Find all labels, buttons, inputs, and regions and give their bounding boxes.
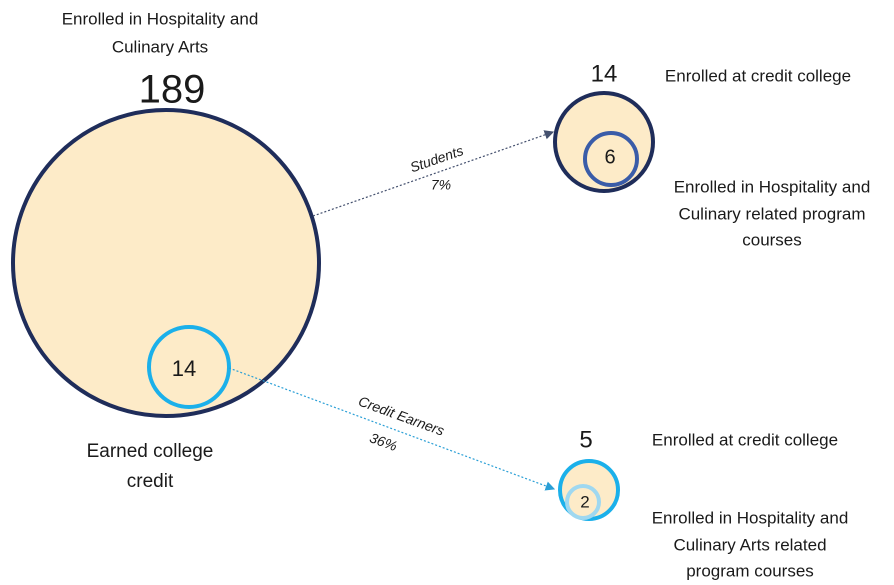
inner-circle	[565, 484, 601, 520]
inner-count: 6	[604, 146, 615, 168]
inner-label: program courses	[686, 561, 814, 580]
inner-label: Culinary Arts related	[673, 535, 826, 554]
target-label: Enrolled at credit college	[665, 66, 851, 85]
main-label: Culinary Arts	[112, 37, 208, 56]
arrow	[228, 367, 556, 491]
target-label: Enrolled at credit college	[652, 430, 838, 449]
main-circle	[11, 108, 321, 418]
inner-label: Culinary related program	[678, 204, 865, 223]
main-count: 189	[139, 68, 206, 112]
arrow	[312, 130, 555, 217]
inner-count: 2	[580, 492, 589, 511]
flow-percent: 7%	[431, 177, 451, 193]
target-count: 5	[579, 426, 592, 453]
subset-label: credit	[127, 471, 174, 492]
target-count: 14	[591, 60, 618, 87]
subset-label: Earned college	[87, 441, 214, 462]
inner-label: courses	[742, 230, 802, 249]
subset-count: 14	[172, 356, 196, 381]
flow-percent: 36%	[368, 429, 400, 454]
inner-label: Enrolled in Hospitality and	[674, 177, 871, 196]
flow-label: Students	[408, 142, 465, 175]
inner-label: Enrolled in Hospitality and	[652, 508, 849, 527]
main-label: Enrolled in Hospitality and	[62, 9, 259, 28]
flow-label: Credit Earners	[356, 393, 446, 439]
subset-circle	[147, 325, 231, 409]
inner-circle	[583, 131, 639, 187]
